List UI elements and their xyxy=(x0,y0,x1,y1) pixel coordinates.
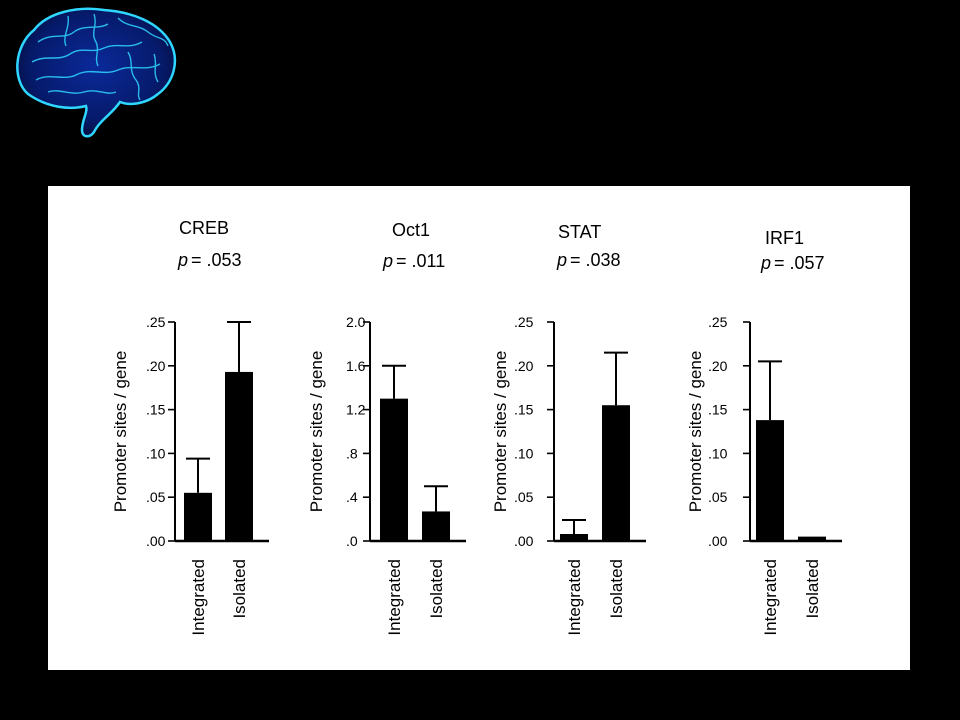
p-value: = .053 xyxy=(191,250,242,270)
bar-integrated xyxy=(380,398,408,541)
y-axis-label: Promoter sites / gene xyxy=(111,351,130,513)
p-label: p xyxy=(382,251,393,271)
y-tick-label: .20 xyxy=(514,358,534,374)
y-tick-label: 1.6 xyxy=(346,358,366,374)
bar-integrated xyxy=(184,492,212,541)
chart-panel: CREB p = .053.00.05.10.15.20.25 Promoter si… xyxy=(48,186,910,670)
category-label: Integrated xyxy=(385,559,404,636)
bar-integrated xyxy=(560,533,588,541)
p-value: = .038 xyxy=(570,250,621,270)
bar-isolated xyxy=(602,405,630,541)
y-tick-label: .00 xyxy=(708,533,728,549)
y-tick-label: .00 xyxy=(514,533,534,549)
bar-isolated xyxy=(798,536,826,541)
y-tick-label: .05 xyxy=(146,489,166,505)
category-label: Isolated xyxy=(607,559,626,619)
y-tick-label: .25 xyxy=(514,314,534,330)
category-label: Integrated xyxy=(565,559,584,636)
category-label: Isolated xyxy=(230,559,249,619)
y-tick-label: .00 xyxy=(146,533,166,549)
y-tick-label: .05 xyxy=(514,489,534,505)
bar-isolated xyxy=(225,371,253,541)
chart-title: Oct1 xyxy=(392,220,430,240)
y-tick-label: .20 xyxy=(708,358,728,374)
y-tick-label: 1.2 xyxy=(346,402,366,418)
p-value: = .011 xyxy=(396,251,445,271)
chart-title: IRF1 xyxy=(765,228,804,248)
y-tick-label: .10 xyxy=(708,445,728,461)
y-axis-label: Promoter sites / gene xyxy=(307,351,326,513)
y-tick-label: .10 xyxy=(146,445,166,461)
y-tick-label: .15 xyxy=(146,402,166,418)
y-tick-label: .05 xyxy=(708,489,728,505)
y-tick-label: .25 xyxy=(146,314,166,330)
y-tick-label: .10 xyxy=(514,445,534,461)
y-tick-label: .15 xyxy=(514,402,534,418)
y-tick-label: 2.0 xyxy=(346,314,366,330)
y-tick-label: .8 xyxy=(346,445,358,461)
y-tick-label: .25 xyxy=(708,314,728,330)
p-label: p xyxy=(177,250,188,270)
category-label: Integrated xyxy=(761,559,780,636)
category-label: Integrated xyxy=(189,559,208,636)
y-tick-label: .15 xyxy=(708,402,728,418)
category-label: Isolated xyxy=(803,559,822,619)
chart-title: CREB xyxy=(179,218,229,238)
p-value: = .057 xyxy=(774,253,825,273)
chart-title: STAT xyxy=(558,222,601,242)
y-tick-label: .4 xyxy=(346,489,358,505)
bar-isolated xyxy=(422,511,450,541)
y-tick-label: .0 xyxy=(346,533,358,549)
y-axis-label: Promoter sites / gene xyxy=(491,351,510,513)
p-label: p xyxy=(760,253,771,273)
brain-icon xyxy=(16,7,177,138)
bar-integrated xyxy=(756,420,784,541)
category-label: Isolated xyxy=(427,559,446,619)
y-axis-label: Promoter sites / gene xyxy=(686,351,705,513)
y-tick-label: .20 xyxy=(146,358,166,374)
p-label: p xyxy=(556,250,567,270)
